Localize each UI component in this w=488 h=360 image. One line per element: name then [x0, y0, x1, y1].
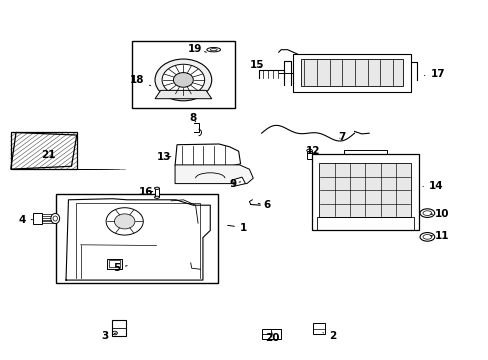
Text: 14: 14	[422, 181, 443, 192]
Bar	[112, 320, 126, 336]
Ellipse shape	[206, 48, 220, 52]
Polygon shape	[232, 177, 245, 186]
Bar	[311, 154, 418, 230]
Polygon shape	[175, 165, 253, 184]
Bar	[306, 151, 311, 159]
Ellipse shape	[422, 235, 431, 239]
Bar	[132, 41, 234, 108]
Bar	[293, 54, 410, 92]
Text: 6: 6	[258, 200, 269, 210]
Text: 17: 17	[424, 69, 444, 79]
Text: 1: 1	[227, 222, 246, 233]
Text: 12: 12	[305, 146, 320, 156]
Ellipse shape	[210, 49, 217, 51]
Bar	[11, 132, 77, 169]
Bar	[33, 213, 42, 224]
Text: 20: 20	[265, 333, 280, 343]
Bar	[261, 329, 281, 339]
Text: 11: 11	[429, 231, 449, 241]
Bar	[300, 59, 403, 86]
Text: 15: 15	[249, 60, 264, 70]
Ellipse shape	[422, 211, 431, 215]
Ellipse shape	[51, 213, 60, 224]
Text: 5: 5	[113, 263, 127, 273]
Text: 21: 21	[41, 150, 55, 160]
Ellipse shape	[53, 216, 58, 221]
Text: 19: 19	[187, 44, 206, 54]
Text: 4: 4	[18, 215, 32, 225]
Circle shape	[155, 59, 211, 101]
Circle shape	[114, 214, 135, 229]
Text: 16: 16	[138, 186, 153, 197]
Text: 7: 7	[338, 132, 346, 142]
Polygon shape	[11, 132, 77, 169]
Bar	[319, 163, 410, 217]
Circle shape	[162, 64, 204, 96]
Text: 13: 13	[156, 152, 171, 162]
Polygon shape	[155, 90, 211, 99]
Bar	[56, 194, 217, 283]
Bar	[312, 323, 324, 334]
Polygon shape	[175, 144, 240, 166]
Ellipse shape	[154, 196, 159, 198]
Circle shape	[173, 73, 193, 87]
Circle shape	[106, 208, 143, 235]
Text: 3: 3	[102, 330, 116, 341]
Text: 8: 8	[189, 113, 196, 123]
Bar	[154, 188, 159, 197]
Ellipse shape	[419, 209, 434, 217]
Ellipse shape	[154, 187, 159, 189]
Text: 2: 2	[322, 330, 335, 341]
Bar	[106, 259, 122, 269]
Bar	[108, 260, 120, 267]
Text: 18: 18	[129, 75, 150, 86]
Ellipse shape	[419, 233, 434, 241]
Text: 10: 10	[429, 209, 449, 219]
Text: 9: 9	[229, 179, 240, 189]
